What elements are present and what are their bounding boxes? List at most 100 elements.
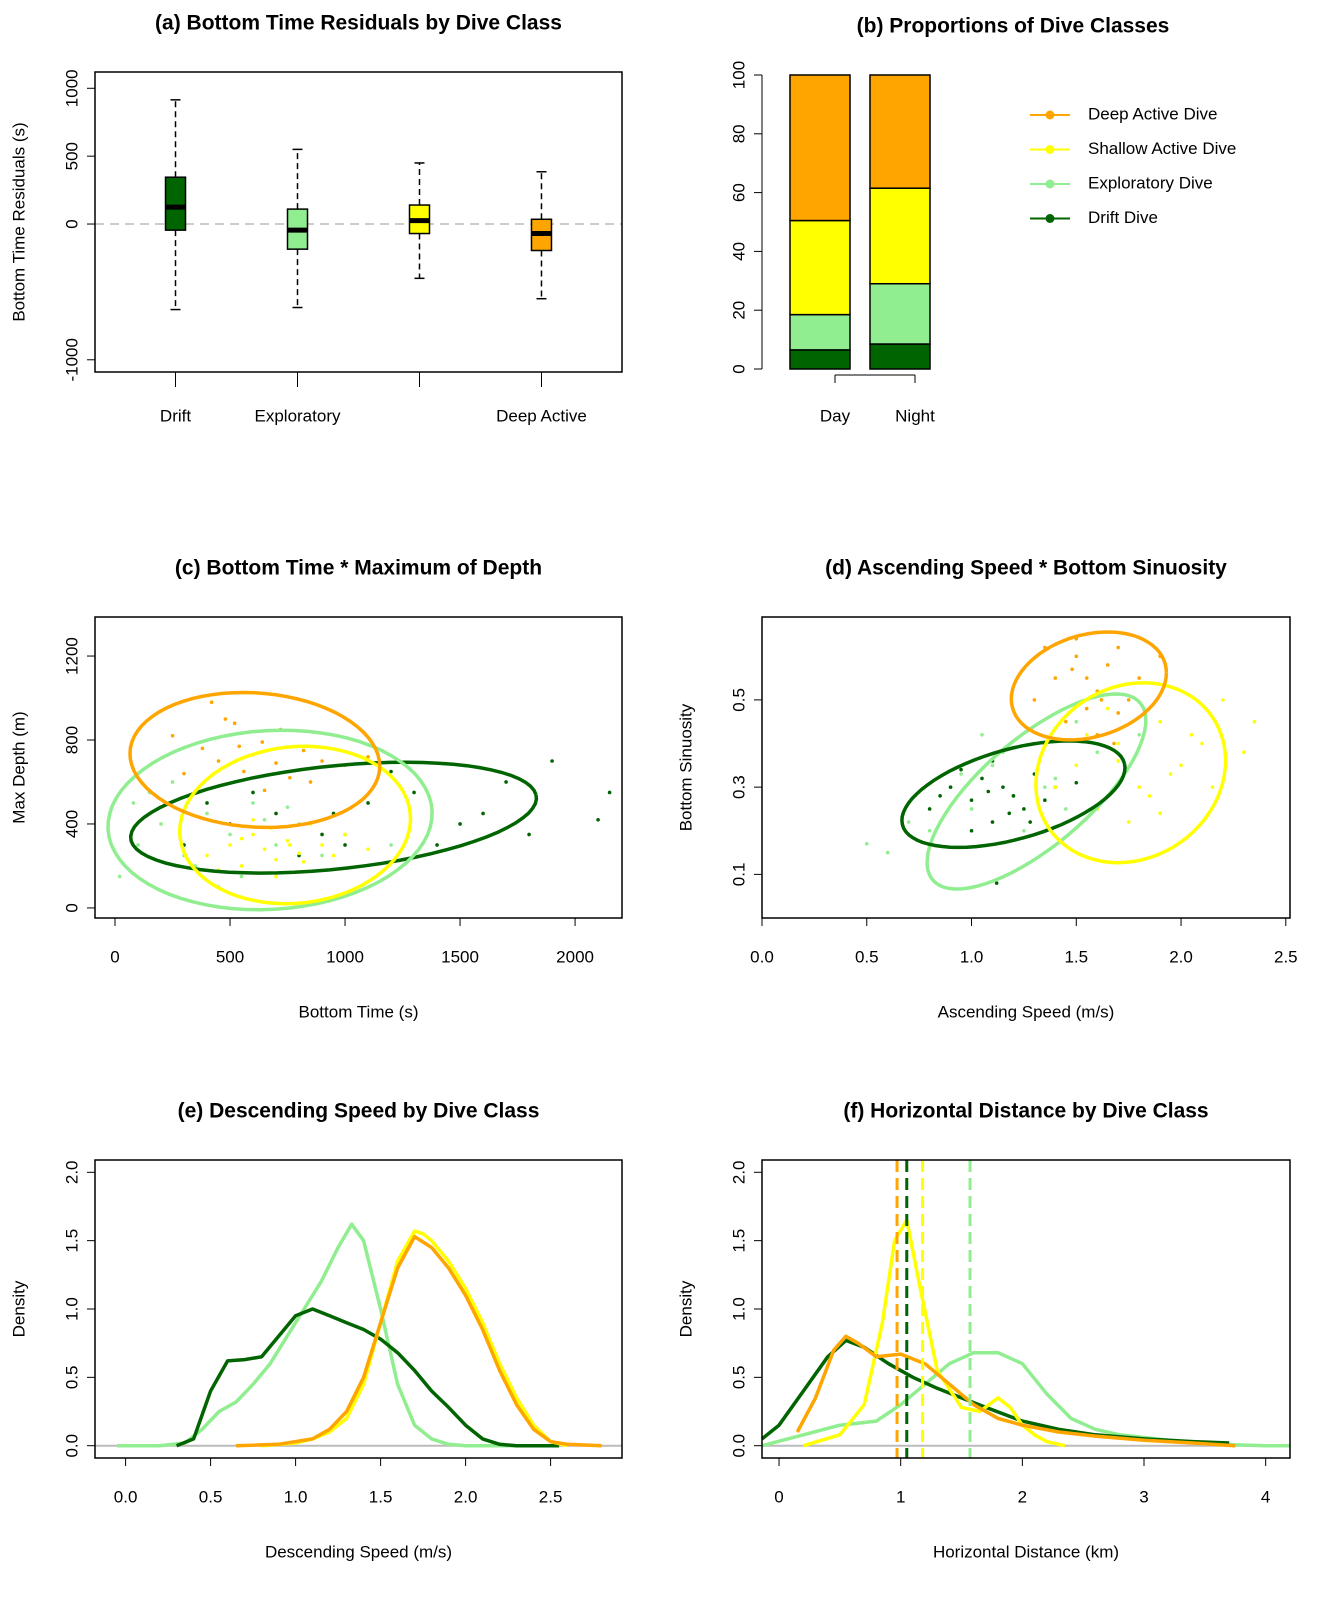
x-tick-label: 2.5 <box>1274 947 1298 966</box>
y-axis-label: Bottom Sinuosity <box>676 703 695 831</box>
bar-segment <box>789 313 851 351</box>
point <box>274 857 278 862</box>
legend-marker <box>1045 110 1055 120</box>
y-tick-label: 0.5 <box>62 1366 81 1390</box>
point <box>1116 759 1120 763</box>
point <box>216 759 221 763</box>
chart-title: (d) Ascending Speed * Bottom Sinuosity <box>825 557 1227 580</box>
point <box>237 744 242 749</box>
x-tick-label: 0 <box>774 1487 783 1506</box>
point <box>301 748 306 753</box>
point <box>320 843 324 847</box>
ellipse <box>106 728 434 912</box>
point <box>366 847 370 851</box>
plot-frame <box>94 616 623 919</box>
y-tick-label: 0.5 <box>729 1366 748 1390</box>
ellipse <box>1034 681 1228 865</box>
point <box>232 721 237 726</box>
bar-segment <box>869 74 931 189</box>
point <box>288 775 292 780</box>
y-axis-label: Density <box>676 1280 695 1337</box>
point <box>170 780 175 784</box>
point <box>274 874 278 879</box>
point <box>209 700 214 705</box>
point <box>1084 732 1089 737</box>
point <box>308 780 313 784</box>
legend-label: Shallow Active Dive <box>1088 139 1236 158</box>
y-axis-label: Density <box>9 1280 28 1337</box>
y-tick-label: 800 <box>62 726 81 754</box>
point <box>1007 811 1012 816</box>
point <box>986 789 991 794</box>
x-tick-label: 4 <box>1261 1487 1270 1506</box>
point <box>980 732 984 737</box>
y-tick-label: 60 <box>729 183 748 202</box>
point <box>959 772 963 776</box>
point <box>906 820 911 824</box>
point <box>251 817 255 822</box>
y-tick-label: 2.0 <box>62 1160 81 1184</box>
y-tick-label: 1200 <box>62 637 81 675</box>
bar-segment <box>869 187 931 285</box>
point <box>1158 719 1162 724</box>
point <box>596 817 600 822</box>
point <box>504 780 508 784</box>
point <box>200 746 205 751</box>
x-tick-label: Night <box>895 406 935 425</box>
ellipse <box>128 690 382 830</box>
x-tick-label: 500 <box>216 947 244 966</box>
point <box>239 836 244 841</box>
plot-frame <box>94 1159 623 1459</box>
point <box>343 843 347 847</box>
point <box>251 832 255 837</box>
point <box>435 843 439 847</box>
point <box>481 811 485 816</box>
ellipse <box>1009 630 1169 742</box>
box <box>164 176 187 231</box>
point <box>262 788 267 793</box>
ellipse <box>177 744 413 906</box>
point <box>366 754 370 759</box>
legend-marker <box>1045 179 1055 189</box>
point <box>320 832 324 837</box>
point <box>1137 785 1141 789</box>
point <box>927 828 932 833</box>
x-tick-label: 3 <box>1139 1487 1148 1506</box>
x-tick-label: 2000 <box>556 947 594 966</box>
y-axis-label: Max Depth (m) <box>9 711 28 823</box>
point <box>527 832 531 837</box>
y-tick-label: 0 <box>62 903 81 912</box>
ellipse <box>900 739 1127 850</box>
point <box>1137 676 1141 680</box>
point <box>1043 785 1047 789</box>
x-tick-label: 1500 <box>441 947 479 966</box>
point <box>389 843 393 847</box>
legend-marker <box>1045 145 1055 154</box>
y-tick-label: 0.5 <box>729 688 748 712</box>
point <box>969 798 974 803</box>
point <box>1064 719 1068 724</box>
bar-segment <box>789 74 851 222</box>
point <box>274 843 278 847</box>
point <box>1252 719 1257 724</box>
point <box>980 776 984 781</box>
point <box>288 843 292 847</box>
point <box>285 805 290 809</box>
x-tick-label: 1.5 <box>369 1487 393 1506</box>
point <box>1147 794 1152 798</box>
x-tick-label: 1000 <box>326 947 364 966</box>
point <box>239 864 244 868</box>
x-axis-label: Descending Speed (m/s) <box>265 1542 452 1561</box>
point <box>1221 698 1225 702</box>
point <box>607 790 612 795</box>
point <box>1099 698 1104 702</box>
point <box>1168 772 1173 776</box>
point <box>1022 807 1026 811</box>
x-tick-label: 1.0 <box>960 947 984 966</box>
legend-marker <box>1045 214 1055 223</box>
point <box>1084 676 1089 680</box>
y-tick-label: 40 <box>729 242 748 261</box>
y-tick-label: 500 <box>62 142 81 170</box>
point <box>205 801 209 805</box>
